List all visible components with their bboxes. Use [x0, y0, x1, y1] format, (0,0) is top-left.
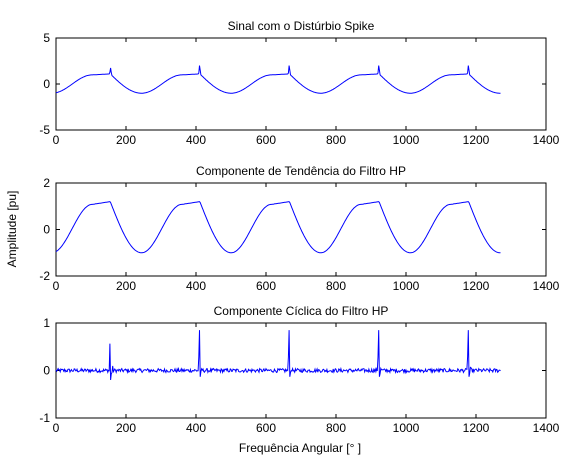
- y-axis-label: Amplitude [pu]: [5, 191, 19, 268]
- x-tick-label: 600: [256, 421, 276, 435]
- y-tick-label: 0: [43, 223, 50, 237]
- x-tick-label: 0: [53, 133, 60, 147]
- chart-panel-cyclic: Componente Cíclica do Filtro HP 0 200 400 60…: [39, 304, 559, 435]
- x-tick-label: 1000: [393, 133, 420, 147]
- y-tick-label: 1: [43, 316, 50, 330]
- x-tick-label: 1000: [393, 421, 420, 435]
- series-line-signal: [55, 65, 501, 94]
- chart-title-signal: Sinal com o Distúrbio Spike: [228, 19, 375, 33]
- series-line-trend: [55, 201, 501, 254]
- y-tick-label: -1: [39, 411, 50, 425]
- chart-title-cyclic: Componente Cíclica do Filtro HP: [214, 304, 389, 318]
- x-tick-label: 400: [186, 421, 206, 435]
- x-tick-label: 0: [53, 279, 60, 293]
- x-tick-label: 1400: [533, 133, 560, 147]
- x-tick-label: 800: [326, 421, 346, 435]
- y-tick-label: 0: [43, 364, 50, 378]
- x-tick-label: 1400: [533, 279, 560, 293]
- x-tick-label: 1000: [393, 279, 420, 293]
- x-tick-label: 400: [186, 279, 206, 293]
- x-tick-label: 1400: [533, 421, 560, 435]
- x-tick-label: 200: [116, 279, 136, 293]
- series-line-cyclic: [55, 330, 501, 381]
- x-tick-label: 200: [116, 421, 136, 435]
- y-tick-label: -5: [39, 123, 50, 137]
- x-tick-label: 200: [116, 133, 136, 147]
- chart-title-trend: Componente de Tendência do Filtro HP: [196, 164, 406, 178]
- chart-panel-trend: Componente de Tendência do Filtro HP 0 200…: [39, 164, 559, 293]
- y-tick-label: 5: [43, 31, 50, 45]
- x-tick-label: 600: [256, 279, 276, 293]
- x-tick-label: 0: [53, 421, 60, 435]
- x-tick-label: 800: [326, 133, 346, 147]
- x-tick-label: 1200: [463, 421, 490, 435]
- chart-panel-signal: Sinal com o Distúrbio Spike 0 200 400 600 800…: [39, 19, 559, 147]
- x-tick-label: 400: [186, 133, 206, 147]
- x-tick-label: 600: [256, 133, 276, 147]
- x-axis-label: Frequência Angular [° ]: [239, 441, 361, 455]
- x-tick-label: 1200: [463, 279, 490, 293]
- y-tick-label: 0: [43, 77, 50, 91]
- x-tick-label: 800: [326, 279, 346, 293]
- y-tick-label: -2: [39, 269, 50, 283]
- x-tick-label: 1200: [463, 133, 490, 147]
- y-tick-label: 2: [43, 176, 50, 190]
